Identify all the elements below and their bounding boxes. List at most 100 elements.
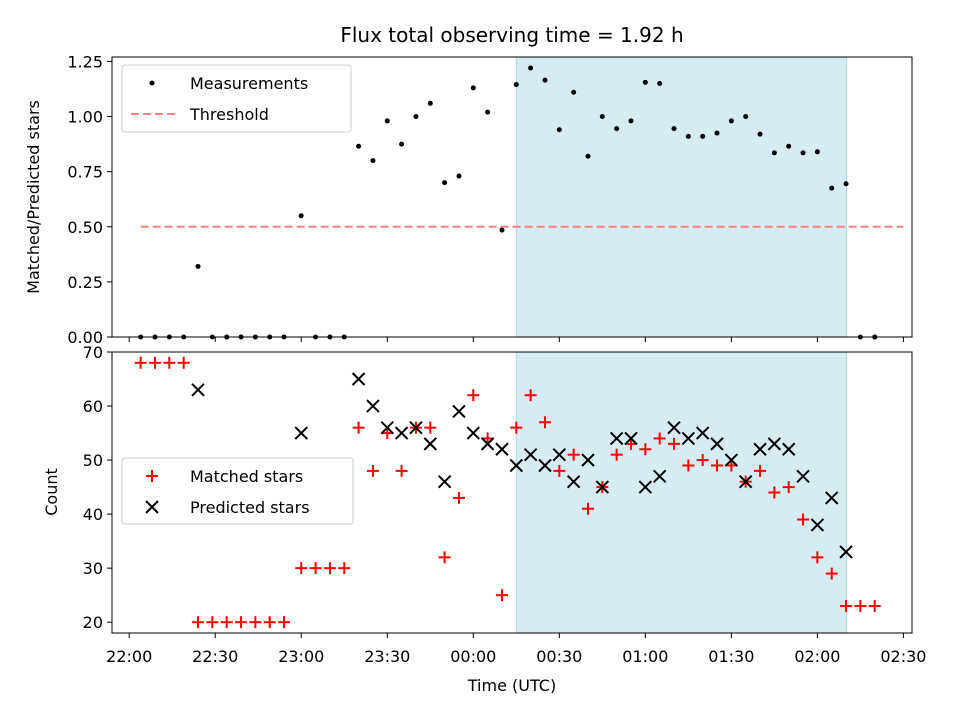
measurement-point [671, 126, 677, 132]
predicted-stars-point [724, 453, 739, 467]
matched-stars-point [581, 502, 594, 515]
predicted-stars-point [409, 420, 423, 435]
x-tick-label: 02:30 [880, 647, 926, 666]
predicted-stars-point [796, 469, 810, 483]
measurement-point [384, 118, 390, 124]
measurement-point [528, 65, 534, 71]
y-tick-label: 30 [83, 559, 103, 578]
predicted-stars-point [523, 447, 538, 462]
measurement-point [485, 109, 491, 115]
matched-stars-point [263, 616, 276, 629]
predicted-stars-point [781, 442, 796, 456]
predicted-stars-point [609, 431, 624, 446]
predicted-stars-point [581, 453, 595, 467]
matched-stars-point [163, 356, 176, 369]
legend-predicted-marker [145, 500, 159, 514]
y-tick-label: 0.75 [67, 163, 103, 182]
measurement-point [413, 114, 419, 120]
matched-stars-point [278, 616, 291, 629]
predicted-stars-point [437, 474, 452, 489]
predicted-stars-point [509, 458, 524, 473]
measurement-point [556, 127, 562, 133]
matched-stars-point [653, 432, 666, 445]
predicted-stars-point [595, 480, 610, 494]
measurement-point [427, 100, 433, 106]
x-tick-label: 00:30 [536, 647, 582, 666]
matched-stars-point [235, 616, 248, 629]
x-tick-label: 01:30 [708, 647, 754, 666]
matched-stars-point [854, 599, 867, 612]
matched-stars-point [553, 464, 566, 477]
measurement-point [642, 79, 648, 85]
predicted-stars-point [423, 437, 437, 451]
matched-stars-point [868, 599, 881, 612]
matched-stars-point [510, 421, 523, 434]
measurement-point [757, 131, 763, 137]
measurement-point [628, 118, 634, 124]
predicted-stars-point [452, 404, 466, 419]
measurement-point [614, 126, 620, 132]
matched-stars-point [639, 443, 652, 456]
measurement-point [542, 77, 548, 83]
predicted-stars-point [191, 383, 205, 397]
legend-measurements-marker [149, 80, 155, 86]
y-tick-label: 1.25 [67, 52, 103, 71]
matched-stars-point [452, 491, 465, 504]
y-tick-label: 0.00 [67, 328, 103, 347]
measurement-point [685, 133, 691, 139]
legend-measurements-label: Measurements [190, 74, 308, 93]
measurement-point [714, 130, 720, 136]
matched-stars-point [797, 513, 810, 526]
observing-window-band [515, 351, 848, 634]
x-tick-label: 22:30 [192, 647, 238, 666]
measurement-point [456, 173, 462, 179]
y-tick-label: 0.50 [67, 218, 103, 237]
top-legend: Measurements Threshold [121, 64, 352, 133]
x-tick-label: 00:00 [450, 647, 496, 666]
panel-top: 0.00 0.25 0.50 0.75 1.00 1.25 Matched/Predict… [24, 52, 913, 347]
bottom-legend: Matched stars Predicted stars [121, 457, 354, 525]
measurement-point [786, 143, 792, 149]
predicted-stars-point [681, 431, 696, 446]
measurement-point [195, 263, 201, 269]
predicted-stars-point [839, 545, 853, 559]
matched-stars-point [696, 454, 709, 467]
measurement-point [442, 180, 448, 186]
measurement-point [470, 85, 476, 91]
measurement-point [370, 158, 376, 164]
x-tick-label: 22:00 [106, 647, 152, 666]
predicted-stars-point [710, 437, 724, 451]
predicted-stars-point [695, 426, 710, 440]
measurement-point [800, 150, 806, 156]
top-y-axis-label: Matched/Predicted stars [24, 100, 43, 294]
measurement-point [657, 80, 663, 86]
x-axis-label: Time (UTC) [467, 676, 556, 695]
measurement-point [814, 149, 820, 155]
predicted-stars-point [753, 442, 767, 456]
matched-stars-point [149, 356, 162, 369]
matched-stars-point [524, 389, 537, 402]
legend-threshold-label: Threshold [189, 105, 269, 124]
legend-matched-label: Matched stars [190, 467, 303, 486]
predicted-stars-point [380, 420, 394, 435]
predicted-stars-point [825, 491, 839, 505]
matched-stars-point [134, 356, 147, 369]
matched-stars-point [768, 486, 781, 499]
predicted-stars-point [566, 474, 581, 489]
y-tick-label: 0.25 [67, 273, 103, 292]
matched-stars-point [366, 464, 379, 477]
predicted-stars-point [495, 442, 509, 456]
predicted-stars-point [294, 426, 308, 440]
x-tick-label: 01:00 [622, 647, 668, 666]
matched-stars-point [206, 616, 219, 629]
measurement-point [571, 89, 577, 95]
predicted-stars-point [394, 426, 409, 440]
measurement-point [399, 141, 405, 147]
measurement-point [499, 227, 505, 233]
predicted-stars-point [351, 372, 366, 386]
matched-stars-point [192, 616, 205, 629]
measurement-point [599, 114, 605, 120]
matched-stars-point [610, 448, 623, 461]
y-tick-label: 50 [83, 451, 103, 470]
